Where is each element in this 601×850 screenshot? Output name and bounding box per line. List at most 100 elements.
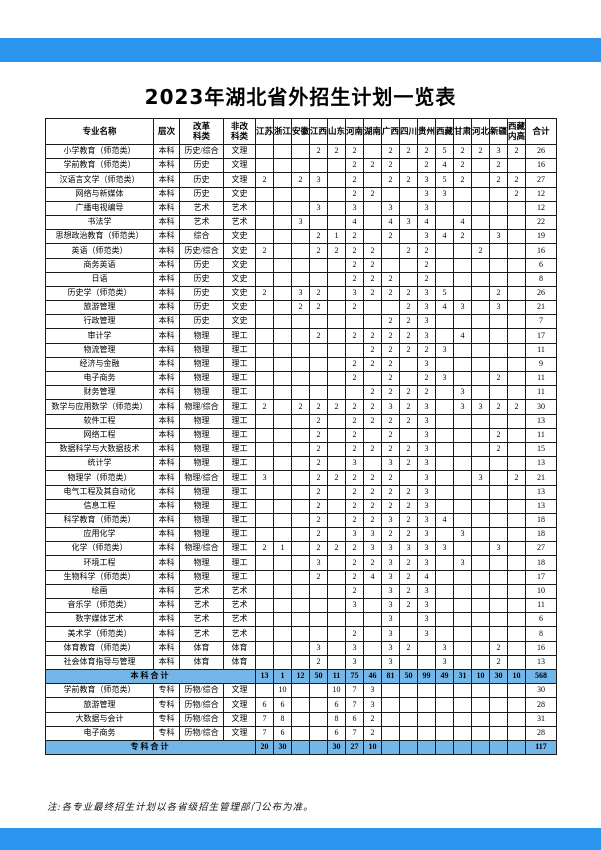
- plan-count-cell: [309, 711, 328, 727]
- nonreform-category-cell: 文理: [223, 172, 256, 188]
- plan-count-cell: [273, 229, 292, 245]
- plan-count-cell: [255, 640, 274, 656]
- plan-count-cell: [327, 172, 346, 188]
- level-cell: 本科: [153, 555, 180, 571]
- plan-count-cell: [435, 626, 454, 642]
- plan-count-cell: [363, 654, 382, 670]
- plan-count-cell: [255, 527, 274, 543]
- row-total-cell: 16: [525, 158, 557, 174]
- plan-count-cell: [507, 441, 526, 458]
- plan-count-cell: [273, 342, 292, 358]
- plan-count-cell: 3: [489, 541, 508, 557]
- plan-count-cell: [291, 555, 310, 571]
- plan-count-cell: 2: [345, 541, 364, 557]
- major-row: 化学（师范类） 本科 物理/综合 理工 2 1 2 2 2 3 3 3 3 3 3 27: [45, 541, 557, 557]
- level-cell: 本科: [153, 356, 180, 373]
- plan-count-cell: [507, 243, 526, 259]
- plan-count-cell: [273, 143, 292, 160]
- plan-count-cell: [507, 271, 526, 287]
- major-name-cell: 环境工程: [45, 555, 154, 571]
- nonreform-category-cell: 文史: [223, 257, 256, 273]
- row-total-cell: 19: [525, 229, 557, 245]
- column-header: 河北: [471, 118, 490, 145]
- major-name-cell: 商务英语: [45, 257, 154, 273]
- row-total-cell: 12: [525, 186, 557, 202]
- plan-count-cell: 2: [471, 243, 490, 259]
- row-total-cell: 16: [525, 243, 557, 259]
- plan-count-cell: 3: [489, 300, 508, 316]
- major-name-cell: 电子商务: [45, 725, 154, 741]
- major-row: 广播电视编导 本科 艺术 艺术 3 3 3 3 12: [45, 200, 557, 216]
- plan-count-cell: 2: [255, 172, 274, 188]
- nonreform-category-cell: 理工: [223, 498, 256, 514]
- plan-count-cell: [435, 527, 454, 543]
- plan-count-cell: [489, 385, 508, 401]
- table-header-row: 专业名称 层次 改革 科类 非改 科类 江苏 浙江 安徽 江西 山东 河南 湖南 广西 四川 贵州 西藏 甘肃…: [45, 118, 557, 145]
- nonreform-category-cell: 理工: [223, 470, 256, 486]
- plan-count-cell: 3: [417, 413, 436, 429]
- plan-count-cell: [255, 626, 274, 642]
- plan-count-cell: [399, 257, 418, 273]
- plan-count-cell: 1: [327, 229, 346, 245]
- plan-count-cell: [471, 370, 490, 387]
- plan-count-cell: 2: [255, 285, 274, 302]
- plan-count-cell: 3: [417, 441, 436, 458]
- plan-count-cell: 5: [435, 172, 454, 188]
- plan-count-cell: 2: [363, 285, 382, 302]
- plan-count-cell: 2: [255, 243, 274, 259]
- plan-count-cell: [291, 158, 310, 174]
- plan-count-cell: 3: [345, 654, 364, 670]
- plan-count-cell: [273, 214, 292, 231]
- plan-count-cell: [327, 200, 346, 216]
- major-row: 行政管理 本科 历史 文史 2 2 3 7: [45, 314, 557, 330]
- plan-count-cell: 3: [417, 484, 436, 500]
- reform-category-cell: 艺术: [179, 612, 224, 628]
- plan-count-cell: [291, 569, 310, 585]
- plan-count-cell: 2: [399, 640, 418, 656]
- major-name-cell: 学前教育（师范类）: [45, 158, 154, 174]
- plan-count-cell: 2: [291, 172, 310, 188]
- plan-count-cell: [417, 697, 436, 713]
- level-cell: 本科: [153, 441, 180, 458]
- plan-count-cell: 3: [417, 172, 436, 188]
- plan-count-cell: [273, 314, 292, 330]
- subtotal-count-cell: [417, 739, 436, 756]
- plan-count-cell: 8: [273, 711, 292, 727]
- plan-count-cell: 3: [399, 214, 418, 231]
- major-row: 财务管理 本科 物理 理工 2 2 2 2 3 11: [45, 385, 557, 401]
- plan-count-cell: [291, 697, 310, 713]
- plan-count-cell: [255, 342, 274, 358]
- major-name-cell: 数学与应用数学（师范类）: [45, 399, 154, 415]
- plan-count-cell: 2: [363, 271, 382, 287]
- plan-count-cell: 2: [309, 470, 328, 486]
- plan-count-cell: [399, 186, 418, 202]
- plan-count-cell: [507, 385, 526, 401]
- plan-count-cell: 2: [309, 285, 328, 302]
- plan-count-cell: [471, 342, 490, 358]
- plan-count-cell: 2: [309, 427, 328, 443]
- plan-count-cell: 2: [399, 385, 418, 401]
- plan-count-cell: 3: [291, 285, 310, 302]
- row-total-cell: 30: [525, 683, 557, 699]
- plan-count-cell: [435, 470, 454, 486]
- reform-category-cell: 物理/综合: [179, 470, 224, 486]
- plan-count-cell: [489, 328, 508, 344]
- plan-count-cell: [291, 229, 310, 245]
- plan-count-cell: [453, 356, 472, 373]
- reform-category-cell: 物理: [179, 512, 224, 529]
- plan-count-cell: [435, 711, 454, 727]
- plan-count-cell: [273, 654, 292, 670]
- subtotal-count-cell: 49: [435, 668, 454, 685]
- plan-count-cell: [255, 229, 274, 245]
- plan-count-cell: [471, 356, 490, 373]
- level-cell: 专科: [153, 725, 180, 741]
- level-cell: 本科: [153, 300, 180, 316]
- plan-count-cell: 2: [345, 555, 364, 571]
- plan-count-cell: [363, 612, 382, 628]
- plan-count-cell: [435, 257, 454, 273]
- plan-count-cell: [291, 370, 310, 387]
- row-total-cell: 8: [525, 271, 557, 287]
- plan-count-cell: [489, 271, 508, 287]
- major-name-cell: 汉语言文学（师范类）: [45, 172, 154, 188]
- plan-count-cell: [507, 569, 526, 585]
